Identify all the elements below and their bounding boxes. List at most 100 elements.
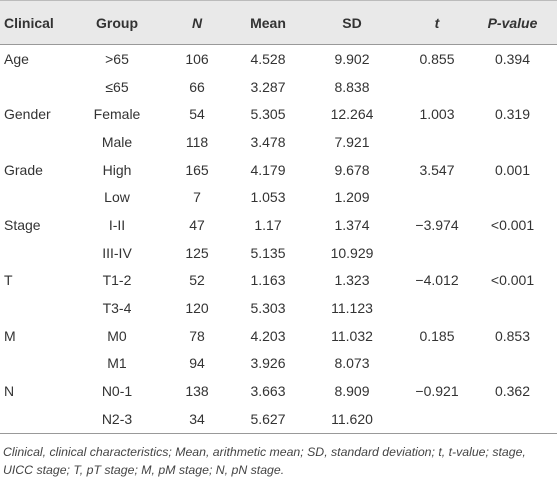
table-cell — [406, 73, 468, 101]
header-cell: Group — [78, 0, 156, 45]
table-cell: 165 — [185, 161, 209, 178]
table-cell: 78 — [189, 327, 205, 344]
table-cell: Age — [4, 50, 29, 67]
table-cell: 1.209 — [334, 189, 370, 206]
table-cell: 3.926 — [250, 355, 286, 372]
table-cell — [468, 128, 557, 156]
table-cell: III-IV — [102, 244, 132, 261]
table-cell: 4.203 — [250, 327, 286, 344]
table-cell: Gender — [4, 106, 51, 123]
table-cell — [0, 73, 78, 101]
table-row: Low 7 1.053 1.209 — [0, 183, 557, 211]
table-cell: 5.305 — [250, 106, 286, 123]
table-cell: N2-3 — [78, 404, 156, 434]
table-cell: 5.135 — [250, 244, 286, 261]
table-cell: 1.053 — [250, 189, 286, 206]
table-cell: 3.547 — [419, 161, 455, 178]
table-cell — [468, 404, 557, 434]
table-cell: N0-1 — [101, 383, 133, 400]
table-cell: 120 — [185, 300, 209, 317]
table-cell: 3.663 — [250, 383, 286, 400]
table-cell: 47 — [189, 216, 205, 233]
table-row: Age >65 106 4.528 9.902 0.855 0.394 — [0, 45, 557, 73]
table-cell — [406, 404, 468, 434]
table-cell: N — [4, 383, 15, 400]
table-cell: M — [4, 327, 16, 344]
table-cell: 1.17 — [254, 216, 282, 233]
table-cell: 125 — [185, 244, 209, 261]
table-cell: 9.902 — [334, 50, 370, 67]
table-cell: <0.001 — [490, 216, 535, 233]
table-cell — [406, 294, 468, 322]
table-cell — [468, 350, 557, 378]
table-row: M1 94 3.926 8.073 — [0, 350, 557, 378]
header-cell: Mean — [238, 0, 298, 45]
table-cell — [468, 73, 557, 101]
footnote: Clinical, clinical characteristics; Mean… — [3, 444, 526, 477]
table-cell: Stage — [4, 216, 41, 233]
table-cell: 118 — [185, 133, 209, 150]
table-row: Stage I-II 47 1.17 1.374 −3.974 <0.001 — [0, 211, 557, 239]
table-cell — [0, 350, 78, 378]
header-cell: SD — [298, 0, 406, 45]
table-cell: T3-4 — [102, 300, 132, 317]
table-cell — [468, 239, 557, 267]
table-cell: −4.012 — [415, 272, 459, 289]
table-cell: −3.974 — [415, 216, 459, 233]
header-cell: P-value — [468, 0, 557, 45]
header-cell: Clinical — [0, 0, 78, 45]
table-cell: −0.921 — [415, 383, 459, 400]
table-cell: 0.855 — [419, 50, 455, 67]
table-cell: 5.627 — [238, 404, 298, 434]
table-cell: Male — [101, 133, 133, 150]
table-cell: 7 — [193, 189, 201, 206]
table-cell: 0.001 — [494, 161, 531, 178]
table-row: M M0 78 4.203 11.032 0.185 0.853 — [0, 322, 557, 350]
table-row: N N0-1 138 3.663 8.909 −0.921 0.362 — [0, 377, 557, 405]
table-cell: 94 — [189, 355, 205, 372]
table-cell — [0, 404, 78, 434]
table-cell: >65 — [105, 50, 129, 67]
table-cell — [406, 350, 468, 378]
table-cell: 10.929 — [330, 244, 374, 261]
table-cell — [468, 294, 557, 322]
table-cell: 0.853 — [494, 327, 531, 344]
table-cell: 8.838 — [334, 78, 370, 95]
table-cell — [406, 128, 468, 156]
table-cell: 0.185 — [419, 327, 455, 344]
table-cell: 0.319 — [494, 106, 531, 123]
table-cell — [0, 128, 78, 156]
table-cell: 4.179 — [250, 161, 286, 178]
table-row: Grade High 165 4.179 9.678 3.547 0.001 — [0, 156, 557, 184]
table-cell: 4.528 — [250, 50, 286, 67]
table-cell: 11.620 — [298, 404, 406, 434]
table-cell: 3.478 — [250, 133, 286, 150]
table-cell: 0.362 — [494, 383, 531, 400]
table-cell: Grade — [4, 161, 43, 178]
table-cell — [406, 239, 468, 267]
table-body: Age >65 106 4.528 9.902 0.855 0.394 ≤65 66 3.287 8… — [0, 45, 557, 434]
table-cell: 1.323 — [334, 272, 370, 289]
table-cell: Female — [93, 106, 141, 123]
table-cell — [0, 239, 78, 267]
table-cell: Low — [104, 189, 130, 206]
table-cell — [406, 183, 468, 211]
header-row: Clinical Group N Mean SD t P-value — [0, 0, 557, 45]
table-cell: 106 — [185, 50, 209, 67]
table-cell: 3.287 — [250, 78, 286, 95]
header-cell: t — [406, 0, 468, 45]
table-cell: 0.394 — [494, 50, 531, 67]
table-cell: 1.163 — [250, 272, 286, 289]
table-cell: 7.921 — [334, 133, 370, 150]
table-row: ≤65 66 3.287 8.838 — [0, 73, 557, 101]
table-cell: 11.032 — [331, 327, 373, 344]
table-cell: High — [102, 161, 132, 178]
table-row: T3-4 120 5.303 11.123 — [0, 294, 557, 322]
table-cell: 12.264 — [330, 106, 374, 123]
table-cell: ≤65 — [105, 78, 129, 95]
table-row: III-IV 125 5.135 10.929 — [0, 239, 557, 267]
table-cell: 54 — [189, 106, 205, 123]
table-cell: <0.001 — [490, 272, 535, 289]
table-cell: T — [4, 272, 13, 289]
